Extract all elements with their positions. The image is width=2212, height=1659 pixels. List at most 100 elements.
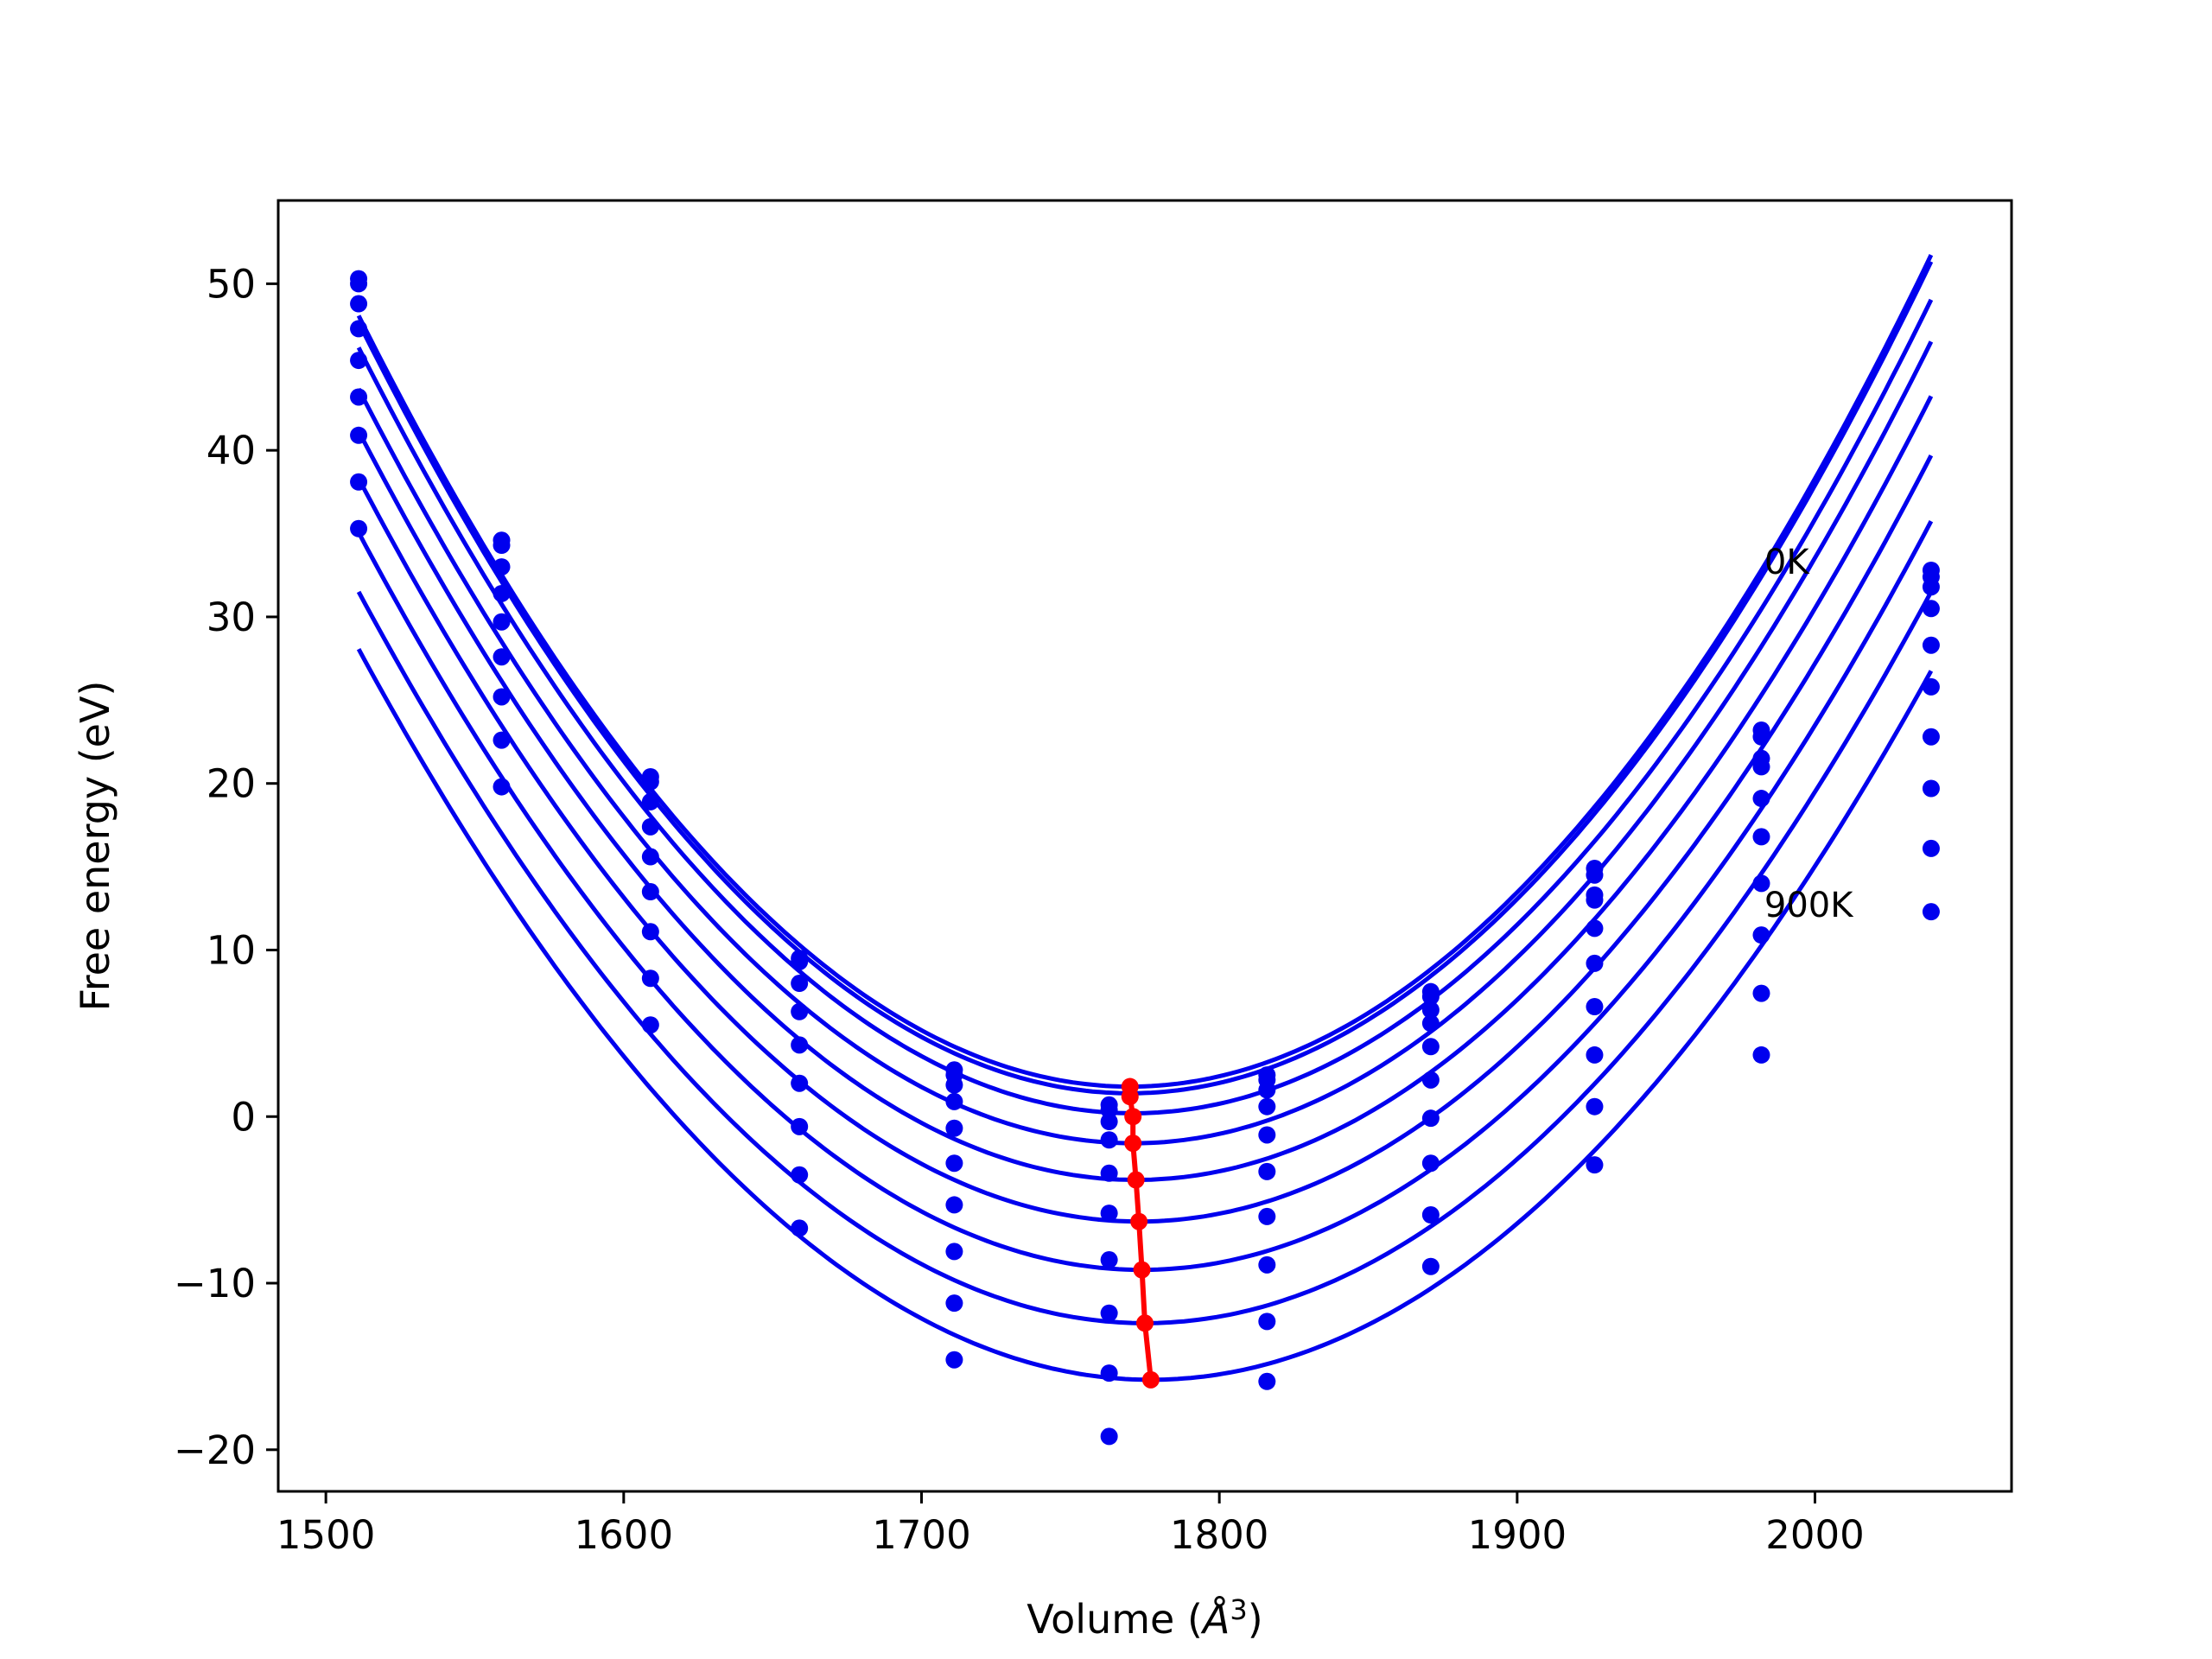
x-axis-label-text: Volume — [1027, 1596, 1174, 1643]
data-point — [945, 1076, 963, 1094]
data-point — [791, 1166, 809, 1184]
y-tick-label: 10 — [207, 927, 256, 973]
plot-frame — [276, 199, 2013, 1493]
fit-curve-3 — [356, 340, 1934, 1146]
data-point — [1421, 1038, 1440, 1056]
data-point — [1100, 1304, 1118, 1322]
x-tick-label: 2000 — [1765, 1512, 1865, 1558]
data-point — [641, 923, 659, 941]
annotation-1: 900K — [1764, 886, 1854, 925]
data-point — [350, 320, 368, 338]
fit-curve-5 — [356, 454, 1934, 1224]
minima-line — [1127, 1086, 1154, 1381]
data-point — [1258, 1097, 1276, 1116]
data-point — [1421, 1001, 1440, 1019]
data-point — [791, 1074, 809, 1092]
data-point — [1922, 578, 1940, 596]
data-point — [1922, 600, 1940, 618]
x-tick-label: 1900 — [1468, 1512, 1567, 1558]
data-point — [1586, 1156, 1604, 1174]
fit-curve-2 — [356, 298, 1934, 1116]
data-point — [791, 1117, 809, 1135]
data-point — [945, 1154, 963, 1173]
minima-series — [1121, 1077, 1160, 1389]
data-point — [945, 1351, 963, 1369]
data-point — [1258, 1372, 1276, 1390]
data-point — [1100, 1205, 1118, 1223]
data-point — [1100, 1364, 1118, 1382]
annotations: 0K 900K — [1764, 543, 1854, 925]
data-point — [791, 952, 809, 970]
y-tick-label: −20 — [174, 1427, 256, 1473]
data-point — [791, 1219, 809, 1237]
data-point — [493, 778, 511, 796]
data-point — [1100, 1427, 1118, 1446]
y-tick-label: −10 — [174, 1261, 256, 1306]
data-point — [350, 295, 368, 313]
x-tick-label: 1800 — [1170, 1512, 1269, 1558]
x-axis: 1500 1600 1700 1800 1900 2000 — [276, 1491, 1865, 1558]
data-point — [1421, 1257, 1440, 1275]
data-point — [1421, 1154, 1440, 1173]
data-point — [1922, 728, 1940, 746]
data-point — [350, 388, 368, 406]
data-point — [1258, 1255, 1276, 1274]
data-point — [1100, 1251, 1118, 1269]
x-tick-label: 1500 — [276, 1512, 376, 1558]
data-point — [1258, 1313, 1276, 1331]
data-point — [641, 848, 659, 866]
data-point — [791, 1036, 809, 1054]
minimum-point — [1130, 1212, 1148, 1230]
data-point — [641, 772, 659, 791]
data-point — [1922, 839, 1940, 857]
data-point — [1752, 828, 1770, 846]
fit-curve-4 — [356, 395, 1934, 1182]
data-point — [1586, 954, 1604, 972]
data-point — [1100, 1164, 1118, 1182]
data-point — [1752, 874, 1770, 893]
data-point — [1586, 891, 1604, 909]
data-point — [1752, 984, 1770, 1002]
data-point — [641, 1016, 659, 1034]
data-point — [1586, 919, 1604, 938]
data-point — [641, 883, 659, 901]
y-tick-label: 50 — [207, 261, 256, 307]
data-point — [493, 537, 511, 555]
data-point — [350, 473, 368, 491]
y-axis: 50 40 30 20 10 0 −10 −20 — [174, 261, 278, 1473]
x-axis-unit: Å — [1200, 1596, 1230, 1643]
data-point — [350, 519, 368, 537]
data-point — [1421, 1205, 1440, 1224]
data-point — [1922, 779, 1940, 798]
data-point — [1258, 1126, 1276, 1144]
data-point — [1586, 1097, 1604, 1116]
fit-curves — [356, 254, 1934, 1382]
data-point — [945, 1294, 963, 1313]
annotation-0: 0K — [1764, 543, 1810, 582]
minimum-point — [1133, 1261, 1151, 1279]
fit-curve-1 — [356, 260, 1934, 1096]
data-point — [1752, 1046, 1770, 1064]
data-point — [1752, 790, 1770, 808]
minimum-point — [1136, 1314, 1154, 1332]
data-point — [1421, 1109, 1440, 1128]
data-point — [641, 817, 659, 836]
fit-curve-7 — [356, 590, 1934, 1325]
data-point — [1258, 1162, 1276, 1180]
data-point — [493, 731, 511, 749]
data-point — [493, 688, 511, 706]
minimum-point — [1124, 1108, 1142, 1126]
data-point — [493, 584, 511, 602]
data-point — [493, 648, 511, 666]
data-point — [350, 275, 368, 293]
data-point — [791, 1002, 809, 1020]
data-point — [1922, 677, 1940, 696]
data-point — [1922, 903, 1940, 921]
fit-curve-6 — [356, 520, 1934, 1273]
data-point — [1752, 926, 1770, 944]
data-point — [945, 1092, 963, 1110]
data-point — [1922, 636, 1940, 654]
data-point — [945, 1196, 963, 1214]
data-point — [1421, 988, 1440, 1006]
data-point — [1100, 1113, 1118, 1131]
